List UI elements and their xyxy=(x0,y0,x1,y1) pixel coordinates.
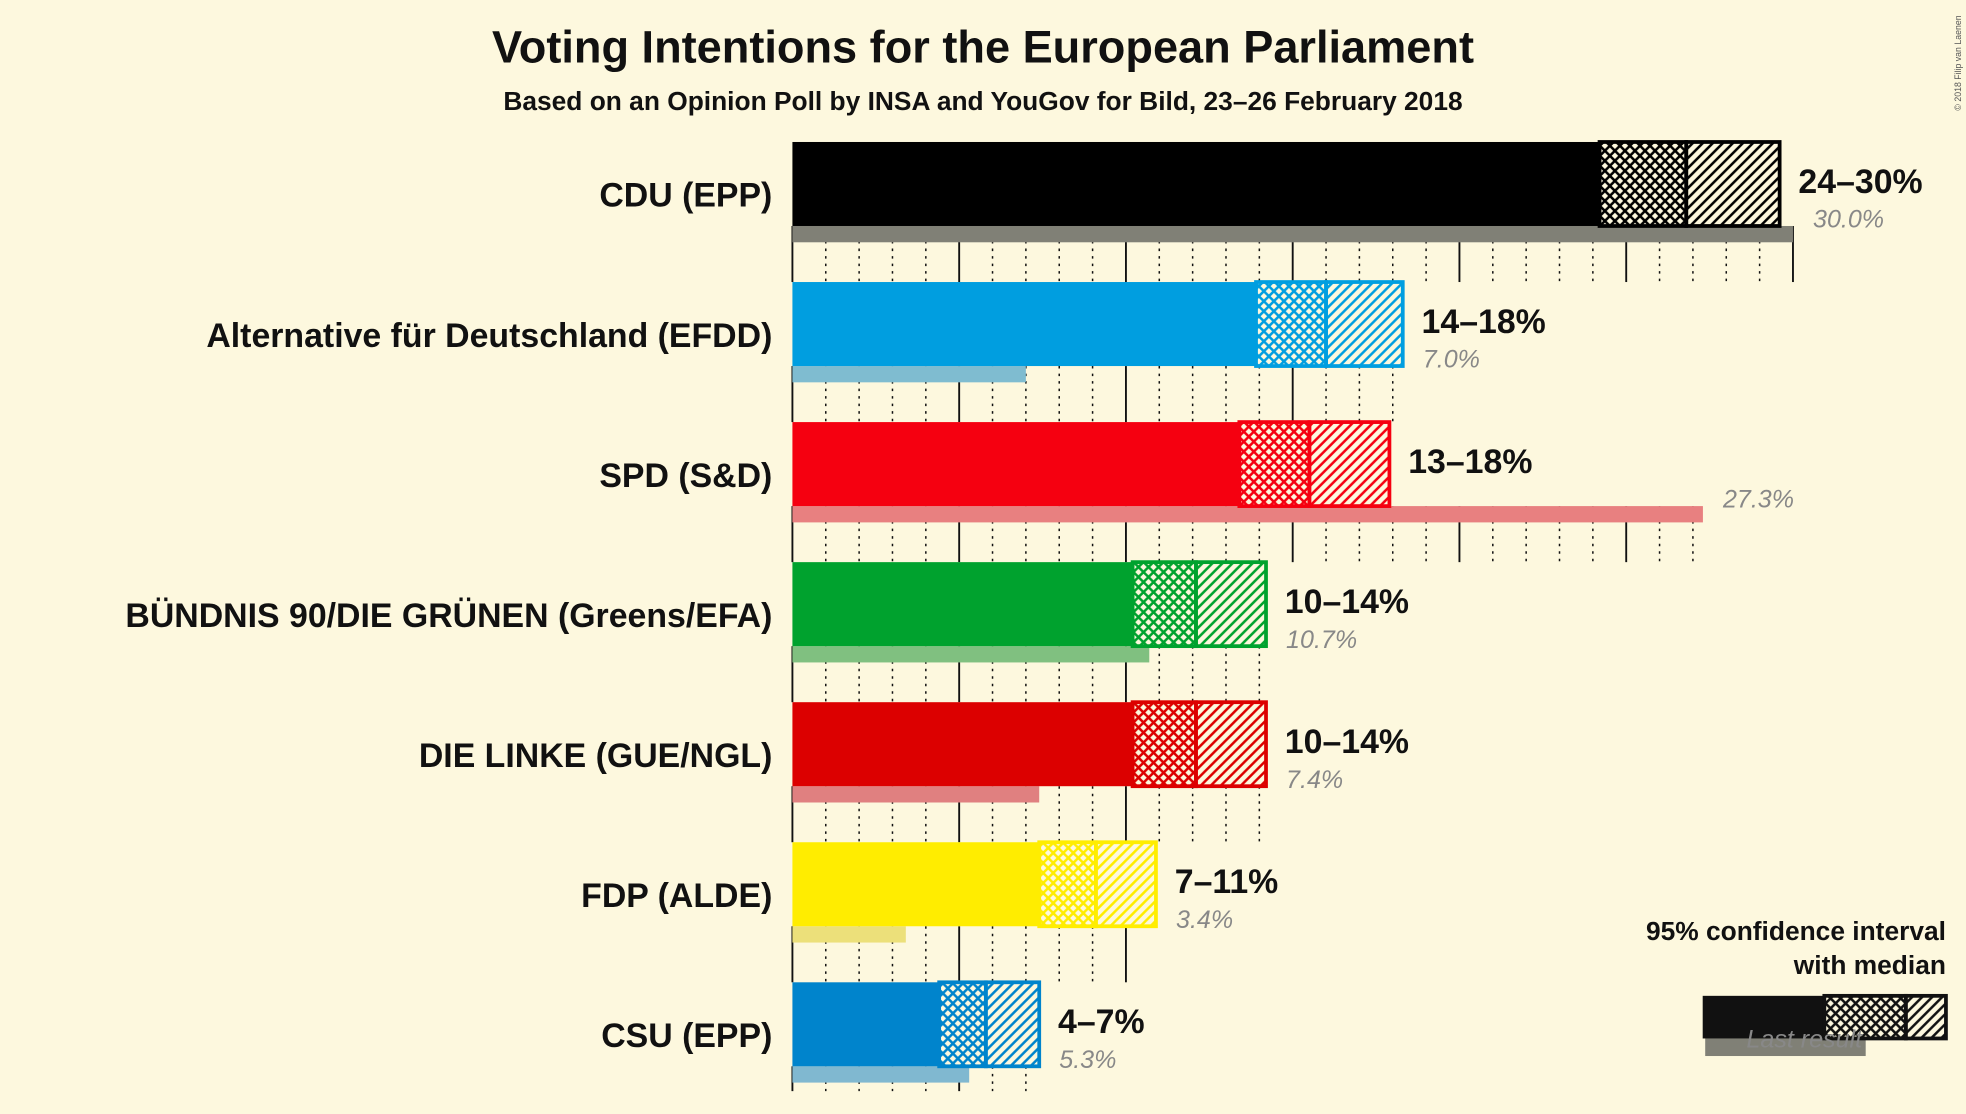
bars: CDU (EPP) 24–30% 30.0% Alternative für Deut… xyxy=(125,140,1923,1083)
range-label: 10–14% xyxy=(1285,583,1409,621)
ci-lower-half xyxy=(1130,560,1198,649)
ci-solid xyxy=(792,422,1240,507)
ci-lower-half xyxy=(937,980,988,1069)
last-result-bar xyxy=(792,506,1703,523)
last-result-label: 30.0% xyxy=(1813,206,1884,234)
ci-lower-half xyxy=(1037,840,1098,929)
party-label: FDP (ALDE) xyxy=(581,877,772,915)
party-label: CSU (EPP) xyxy=(601,1017,772,1055)
last-result-bar xyxy=(792,366,1026,383)
legend-diag-swatch xyxy=(1903,993,1948,1041)
legend-cross-swatch xyxy=(1822,993,1908,1041)
ci-upper-half xyxy=(983,980,1042,1069)
last-result-label: 7.0% xyxy=(1423,346,1480,374)
range-label: 24–30% xyxy=(1798,163,1922,201)
range-label: 7–11% xyxy=(1175,863,1279,901)
ci-upper-half xyxy=(1194,700,1268,789)
ci-solid xyxy=(792,842,1040,927)
range-label: 14–18% xyxy=(1422,303,1546,341)
last-result-bar xyxy=(792,225,1793,243)
chart-title: Voting Intentions for the European Parli… xyxy=(492,21,1474,72)
ci-solid xyxy=(792,141,1600,226)
legend-text: Last result xyxy=(1746,1026,1863,1054)
last-result-label: 3.4% xyxy=(1176,906,1233,934)
ci-lower-half xyxy=(1254,280,1328,368)
legend-text: with median xyxy=(1793,950,1946,980)
last-result-bar xyxy=(792,926,906,943)
legend-solid-swatch xyxy=(1702,995,1825,1039)
last-result-label: 27.3% xyxy=(1722,486,1794,514)
legend: 95% confidence interval with median Last… xyxy=(1646,916,1948,1057)
legend-text: 95% confidence interval xyxy=(1646,916,1946,946)
ci-solid xyxy=(792,982,940,1067)
last-result-label: 10.7% xyxy=(1286,626,1357,654)
last-result-bar xyxy=(792,646,1150,663)
ci-lower-half xyxy=(1597,140,1689,228)
last-result-label: 7.4% xyxy=(1286,766,1343,794)
ci-upper-half xyxy=(1094,840,1158,929)
ci-upper-half xyxy=(1684,140,1782,228)
ci-lower-half xyxy=(1130,700,1198,789)
range-label: 10–14% xyxy=(1285,723,1409,761)
ci-solid xyxy=(792,702,1133,787)
last-result-label: 5.3% xyxy=(1059,1046,1116,1074)
last-result-bar xyxy=(792,1066,970,1083)
last-result-bar xyxy=(792,786,1040,803)
party-label: CDU (EPP) xyxy=(599,177,772,215)
ci-solid xyxy=(792,282,1257,367)
chart-subtitle: Based on an Opinion Poll by INSA and You… xyxy=(503,86,1462,116)
ci-lower-half xyxy=(1237,420,1312,508)
ci-upper-half xyxy=(1324,280,1405,368)
party-label: BÜNDNIS 90/DIE GRÜNEN (Greens/EFA) xyxy=(125,597,772,635)
range-label: 4–7% xyxy=(1058,1003,1145,1041)
party-label: SPD (S&D) xyxy=(599,457,772,495)
ci-upper-half xyxy=(1194,560,1268,649)
party-label: Alternative für Deutschland (EFDD) xyxy=(206,317,772,355)
copyright: © 2018 Filip van Laenen xyxy=(1953,15,1963,110)
range-label: 13–18% xyxy=(1408,443,1532,481)
ci-solid xyxy=(792,562,1133,647)
ci-upper-half xyxy=(1307,420,1392,508)
legend-last-swatch xyxy=(1705,1038,1866,1057)
party-label: DIE LINKE (GUE/NGL) xyxy=(419,737,772,775)
